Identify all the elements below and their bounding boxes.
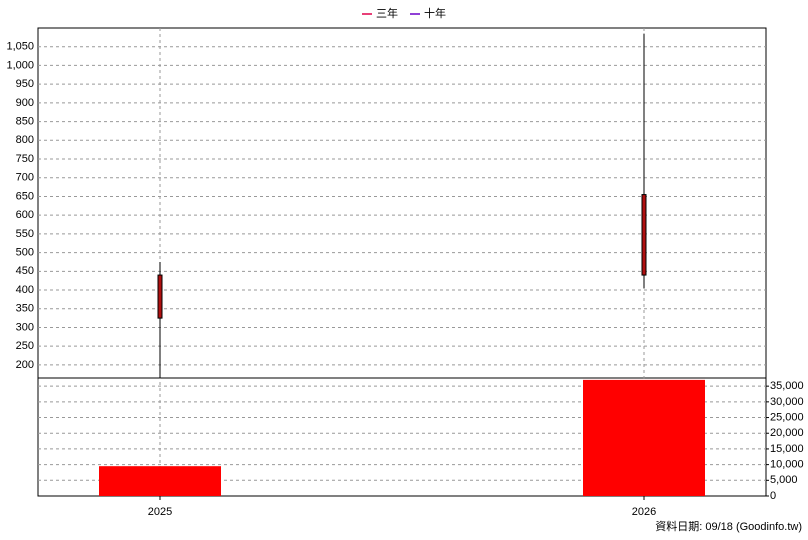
y-tick-label: 350 <box>16 303 34 315</box>
y2-tick-label: 35,000 <box>770 380 804 392</box>
y-tick-label: 1,000 <box>6 59 34 71</box>
volume-bar <box>99 466 221 496</box>
x-tick-label: 2026 <box>632 506 656 518</box>
candle-body <box>641 194 647 276</box>
y-tick-label: 250 <box>16 340 34 352</box>
y2-tick-label: 0 <box>770 490 776 502</box>
y2-tick-label: 10,000 <box>770 459 804 471</box>
y-tick-label: 700 <box>16 172 34 184</box>
x-tick-label: 2025 <box>148 506 172 518</box>
y-tick-label: 400 <box>16 284 34 296</box>
y-tick-label: 600 <box>16 209 34 221</box>
legend-label: 三年 <box>376 6 398 20</box>
y2-tick-label: 25,000 <box>770 411 804 423</box>
y2-tick-label: 15,000 <box>770 443 804 455</box>
legend-label: 十年 <box>424 6 446 20</box>
price-panel <box>37 27 767 379</box>
y-tick-label: 850 <box>16 115 34 127</box>
y-tick-label: 550 <box>16 228 34 240</box>
y-tick-label: 1,050 <box>6 41 34 53</box>
footnote: 資料日期: 09/18 (Goodinfo.tw) <box>655 519 802 533</box>
y-tick-label: 500 <box>16 247 34 259</box>
y-tick-label: 200 <box>16 359 34 371</box>
y2-tick-label: 5,000 <box>770 474 798 486</box>
volume-panel <box>37 377 767 497</box>
y-tick-label: 650 <box>16 190 34 202</box>
y-tick-label: 950 <box>16 78 34 90</box>
y-tick-label: 900 <box>16 97 34 109</box>
y-tick-label: 300 <box>16 321 34 333</box>
volume-bar <box>583 379 705 496</box>
y-tick-label: 800 <box>16 134 34 146</box>
y-tick-label: 450 <box>16 265 34 277</box>
y2-tick-label: 30,000 <box>770 396 804 408</box>
y-tick-label: 750 <box>16 153 34 165</box>
y2-tick-label: 20,000 <box>770 427 804 439</box>
candle-body <box>157 274 163 319</box>
